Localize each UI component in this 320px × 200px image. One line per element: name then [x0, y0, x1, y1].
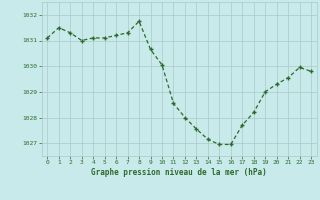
X-axis label: Graphe pression niveau de la mer (hPa): Graphe pression niveau de la mer (hPa) [91, 168, 267, 177]
